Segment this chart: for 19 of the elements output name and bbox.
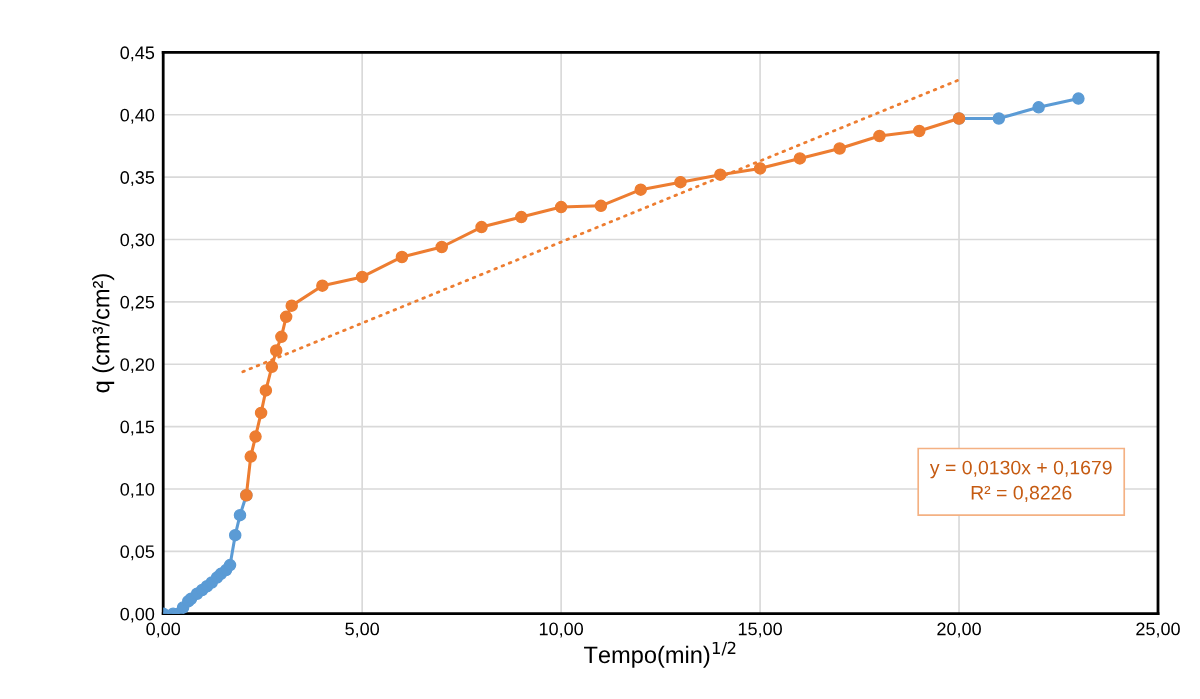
y-tick-label: 0,35 (120, 171, 155, 187)
y-tick-label: 0,15 (120, 420, 155, 436)
y-tick-label: 0,00 (120, 607, 155, 623)
x-tick-label: 10,00 (539, 622, 584, 638)
y-tick-label: 0,10 (120, 482, 155, 498)
y-tick-label: 0,25 (120, 295, 155, 311)
x-tick-label: 15,00 (738, 622, 782, 638)
x-tick-label: 5,00 (345, 622, 380, 638)
x-axis-title: Tempo(min)$^{1/2}$ (584, 641, 736, 668)
y-tick-label: 0,30 (120, 233, 155, 249)
y-tick-label: 0,45 (120, 46, 155, 62)
y-tick-label: 0,40 (120, 108, 155, 124)
y-tick-label: 0,05 (120, 545, 155, 561)
annotation: y = 0,0130x + 0,1679 R² = 0,8226 (929, 460, 1112, 502)
y-axis-title: q (cm³/cm²) (92, 274, 115, 393)
x-tick-label: 25,00 (1136, 622, 1180, 638)
y-tick-label: 0,20 (120, 358, 155, 374)
x-tick-label: 20,00 (937, 622, 981, 638)
x-tick-label: 0,00 (146, 622, 181, 638)
